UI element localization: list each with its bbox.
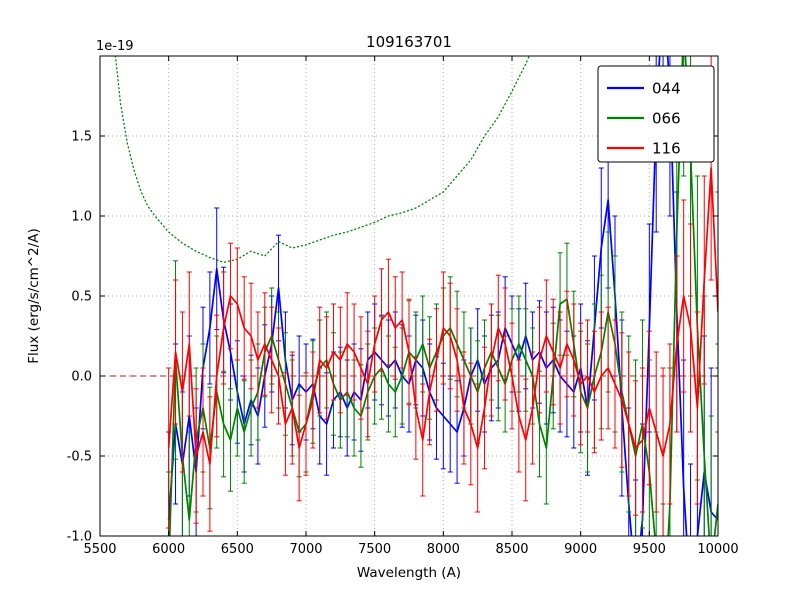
chart-title: 109163701 — [366, 33, 452, 51]
legend-label-116: 116 — [652, 140, 681, 158]
legend: 044 066 116 — [597, 65, 715, 163]
y-axis-offset-text: 1e-19 — [96, 39, 134, 54]
y-tick-label: 0.0 — [71, 370, 92, 385]
legend-box — [597, 65, 715, 163]
x-axis-label: Wavelength (A) — [357, 565, 461, 581]
series-116-line — [167, 167, 718, 465]
y-tick-label: 1.0 — [71, 210, 92, 225]
y-axis-label: Flux (erg/s/cm^2/A) — [26, 228, 42, 363]
x-tick-label: 7000 — [289, 542, 322, 557]
x-tick-label: 7500 — [358, 542, 391, 557]
y-tick-label: 0.5 — [71, 290, 92, 305]
x-tick-label: 5500 — [83, 542, 116, 557]
x-tick-label: 9500 — [633, 542, 666, 557]
noise-curve — [114, 56, 530, 264]
x-tick-label: 6500 — [221, 542, 254, 557]
legend-label-066: 066 — [652, 110, 681, 128]
series-044-line — [167, 56, 718, 536]
x-tick-label: 8000 — [427, 542, 460, 557]
x-tick-label: 9000 — [564, 542, 597, 557]
axes-frame — [99, 55, 719, 537]
legend-label-044: 044 — [652, 80, 681, 98]
series-116 — [166, 56, 718, 536]
x-tick-label: 8500 — [495, 542, 528, 557]
y-tick-label: -1.0 — [67, 530, 92, 545]
y-tick-label: 1.5 — [71, 130, 92, 145]
y-tick-label: -0.5 — [67, 450, 92, 465]
x-tick-label: 6000 — [152, 542, 185, 557]
x-tick-label: 10000 — [697, 542, 738, 557]
